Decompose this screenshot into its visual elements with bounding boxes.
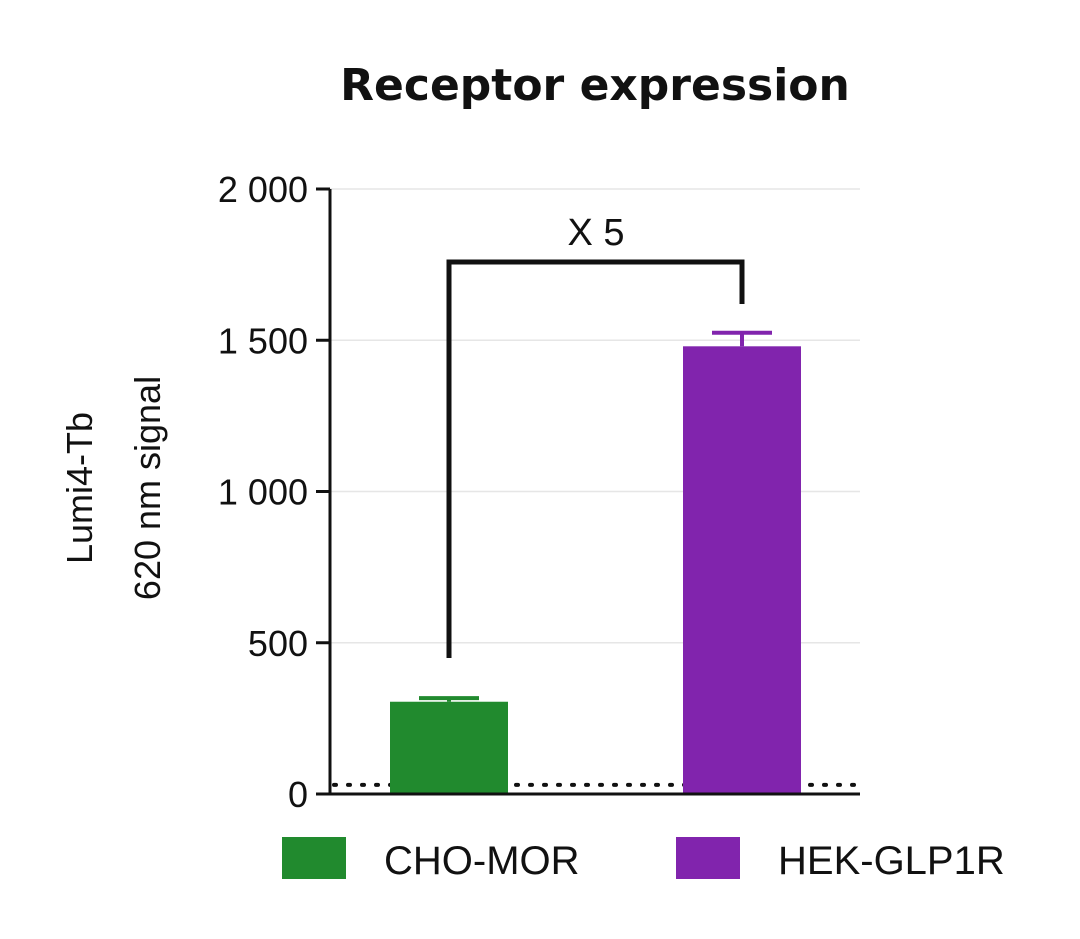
legend-swatch-hek-glp1r: [676, 837, 740, 879]
bar-cho-mor: [390, 701, 508, 794]
legend-swatch-cho-mor: [282, 837, 346, 879]
y-axis-label-line-1: Lumi4-Tb: [59, 412, 100, 564]
y-axis-label: Lumi4-Tb 620 nm signal: [59, 376, 168, 600]
fold-change-annotation: X 5: [567, 212, 624, 254]
y-ticks: 0 500 1 000 1 500 2 000: [218, 169, 330, 815]
y-tick-label: 0: [288, 774, 308, 815]
legend-label-hek-glp1r: HEK-GLP1R: [778, 839, 1005, 883]
bar-hek-glp1r: [683, 346, 801, 794]
comparison-bracket: [446, 259, 745, 658]
bracket-line: [446, 259, 745, 658]
y-tick-label: 1 000: [218, 472, 308, 513]
legend-label-cho-mor: CHO-MOR: [384, 839, 580, 883]
y-axis-label-line-2: 620 nm signal: [127, 376, 168, 600]
legend: CHO-MOR HEK-GLP1R: [282, 837, 1005, 883]
bars: [390, 346, 801, 794]
chart-title: Receptor expression: [340, 60, 850, 111]
y-tick-label: 1 500: [218, 320, 308, 361]
y-tick-label: 2 000: [218, 169, 308, 210]
error-bars: [419, 330, 772, 702]
y-tick-label: 500: [248, 623, 308, 664]
